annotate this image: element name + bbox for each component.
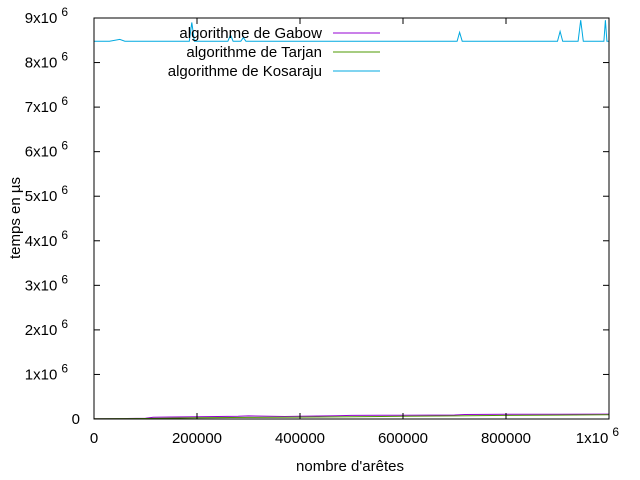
ticks-layer: 0 200000 400000 600000 800000 1x10 6 0 1x10 6 2x10…: [25, 5, 620, 447]
x-tick-label: 200000: [172, 430, 222, 447]
x-tick-label: 800000: [481, 430, 531, 447]
y-tick-label: 8x10 6: [25, 50, 69, 72]
y-tick-label: 4x10 6: [25, 228, 69, 250]
x-tick-label: 400000: [275, 430, 325, 447]
series-line-0: [93, 413, 610, 420]
x-axis-label: nombre d'arêtes: [296, 458, 404, 475]
y-tick-label: 0: [72, 411, 80, 428]
y-tick-label: 9x10 6: [25, 5, 69, 27]
legend-label-2: algorithme de Kosaraju: [168, 63, 322, 80]
x-tick-label: 1x10 6: [576, 425, 620, 447]
legend-label-1: algorithme de Tarjan: [186, 44, 322, 61]
y-tick-label: 3x10 6: [25, 272, 69, 294]
y-tick-label: 1x10 6: [25, 361, 69, 383]
y-tick-label: 5x10 6: [25, 183, 69, 205]
plot-frame: [93, 17, 610, 420]
series-line-2: [94, 20, 609, 42]
y-tick-label: 2x10 6: [25, 317, 69, 339]
y-tick-label: 6x10 6: [25, 139, 69, 161]
legend: algorithme de Gabow algorithme de Tarjan a…: [168, 25, 380, 80]
y-tick-label: 7x10 6: [25, 94, 69, 116]
legend-label-0: algorithme de Gabow: [179, 25, 322, 42]
y-axis-label: temps en µs: [7, 177, 24, 259]
x-tick-label: 600000: [378, 430, 428, 447]
x-tick-label: 0: [90, 430, 98, 447]
